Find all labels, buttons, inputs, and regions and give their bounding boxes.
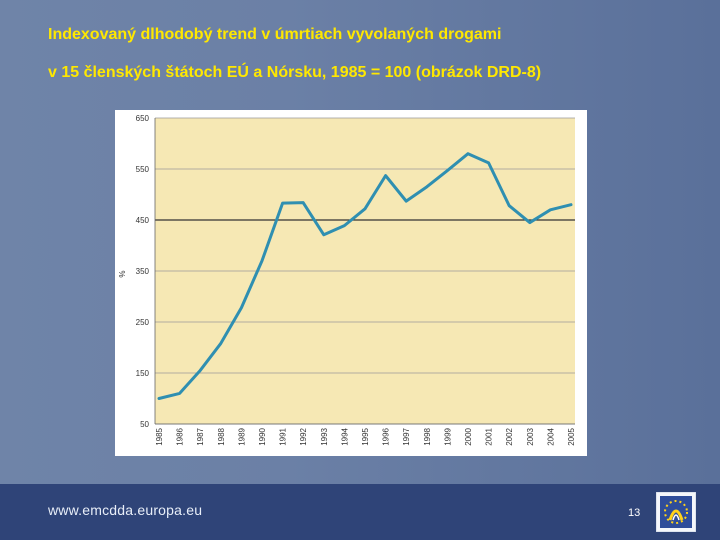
x-tick-label: 1998	[423, 427, 432, 445]
data-point	[549, 208, 552, 211]
data-point	[363, 207, 367, 210]
x-tick-label: 1990	[258, 427, 267, 445]
data-point	[178, 392, 181, 395]
y-tick-label: 650	[136, 114, 150, 123]
page-number: 13	[628, 507, 641, 519]
data-point	[260, 259, 264, 262]
x-tick-label: 1987	[196, 427, 205, 445]
x-tick-label: 2001	[485, 427, 494, 445]
x-tick-label: 2000	[464, 427, 473, 445]
y-tick-label: 350	[136, 267, 150, 276]
slide-header: Indexovaný dlhodobý trend v úmrtiach vyv…	[0, 0, 720, 110]
data-point	[569, 203, 573, 206]
data-point	[405, 199, 408, 203]
x-tick-label: 2002	[505, 427, 514, 445]
slide-title-line-2: v 15 členských štátoch EÚ a Nórsku, 1985…	[48, 64, 542, 81]
x-tick-label: 1992	[299, 427, 308, 445]
data-point	[322, 233, 325, 236]
data-point	[487, 161, 490, 165]
x-tick-label: 2005	[567, 427, 576, 445]
y-axis-label: %	[118, 270, 127, 277]
x-tick-label: 1999	[443, 427, 452, 445]
data-point	[240, 306, 243, 309]
footer-bar: www.emcdda.europa.eu 13	[0, 484, 720, 540]
footer-url[interactable]: www.emcdda.europa.eu	[48, 502, 203, 518]
emcdda-logo-icon	[656, 492, 696, 532]
x-tick-label: 2003	[526, 427, 535, 445]
data-point	[466, 152, 470, 155]
line-chart: 50 150 250 350 450 550 650% 1985 1986 1987 1988 198…	[118, 114, 576, 446]
data-point	[157, 397, 161, 400]
x-tick-label: 1997	[402, 427, 411, 445]
y-tick-label: 50	[140, 420, 149, 429]
data-point	[302, 201, 305, 204]
x-tick-label: 1988	[217, 427, 226, 445]
x-tick-label: 1996	[382, 427, 391, 445]
data-point	[528, 221, 531, 224]
data-point	[425, 185, 428, 189]
data-point	[199, 369, 202, 372]
chart-panel: 50 150 250 350 450 550 650% 1985 1986 1987 1988 198…	[115, 110, 587, 456]
x-tick-label: 1989	[237, 427, 246, 445]
y-tick-label: 250	[136, 318, 150, 327]
x-tick-label: 1991	[279, 427, 288, 445]
x-tick-label: 1993	[320, 427, 329, 445]
data-point	[384, 174, 387, 177]
data-point	[446, 169, 449, 172]
x-tick-label: 1985	[155, 427, 164, 445]
y-tick-label: 550	[136, 165, 150, 174]
x-tick-label: 2004	[546, 427, 555, 445]
y-tick-label: 450	[136, 216, 150, 225]
data-point	[508, 204, 511, 207]
data-point	[343, 224, 346, 227]
data-point	[281, 201, 284, 205]
x-tick-label: 1994	[340, 427, 349, 445]
data-point	[219, 342, 222, 345]
y-tick-label: 150	[136, 369, 150, 378]
x-tick-label: 1995	[361, 427, 370, 445]
slide-title-line-1: Indexovaný dlhodobý trend v úmrtiach vyv…	[48, 26, 502, 43]
x-tick-label: 1986	[176, 427, 185, 445]
